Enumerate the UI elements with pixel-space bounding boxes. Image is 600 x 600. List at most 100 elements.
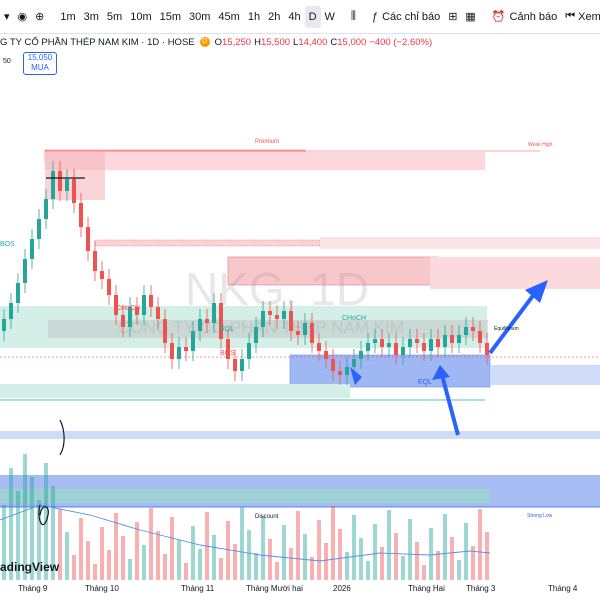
volume-bar — [219, 558, 223, 580]
alert-button[interactable]: ⏰ Cảnh báo — [488, 6, 561, 28]
candle — [2, 319, 6, 331]
interval-30m[interactable]: 30m — [189, 10, 211, 23]
volume-bar — [457, 560, 461, 580]
candle — [485, 343, 489, 355]
arrow-up-left-icon — [350, 367, 362, 385]
interval-1h[interactable]: 1h — [247, 10, 261, 23]
indicators-icon: ƒ — [371, 10, 379, 23]
layout-icon[interactable]: ▦ — [465, 11, 476, 23]
weak-high-label: Weak High — [528, 142, 553, 148]
arrow-up-right-icon — [525, 280, 548, 303]
candle — [44, 199, 48, 219]
supply-zone-far — [430, 257, 600, 289]
volume-bar — [170, 517, 174, 580]
volume-bar — [191, 526, 195, 580]
candle — [93, 251, 97, 271]
indicators-label: Các chỉ báo — [382, 10, 441, 23]
volume-bar — [212, 535, 216, 580]
interval-4h[interactable]: 4h — [288, 10, 301, 23]
replay-icon: ⏮ — [565, 10, 576, 22]
candle — [191, 331, 195, 351]
equilibrium-lower — [0, 384, 350, 398]
interval-1m[interactable]: 1m — [60, 10, 76, 23]
alarm-icon: ⏰ — [491, 11, 506, 23]
candle-style-icon[interactable]: ⫼ — [350, 10, 356, 22]
interval-5m[interactable]: 5m — [106, 10, 123, 23]
candle — [23, 259, 27, 283]
buy-button[interactable]: 15,050 MUA — [23, 52, 57, 75]
interval-group: 1m 3m 5m 10m 15m 30m 45m 1h 2h 4h D W — [56, 5, 339, 28]
candle — [457, 335, 461, 343]
chevron-down-icon[interactable]: ▾ — [4, 11, 10, 23]
volume-bar — [30, 477, 34, 580]
replay-button[interactable]: ⏮ Xem — [561, 6, 600, 28]
candle — [331, 359, 335, 371]
symbol-title[interactable]: G TY CỔ PHẦN THÉP NAM KIM · 1D · HOSE — [0, 36, 195, 48]
candle — [37, 219, 41, 239]
candle — [100, 271, 104, 279]
eql-left-label: EQL — [220, 326, 235, 333]
candle — [359, 351, 363, 359]
interval-3m[interactable]: 3m — [83, 10, 99, 23]
top-toolbar: ▾ ◉ ⊕ 1m 3m 5m 10m 15m 30m 45m 1h 2h 4h D W ⫼ ƒ Các… — [0, 0, 600, 34]
candle — [72, 179, 76, 203]
candle — [226, 339, 230, 359]
candle — [471, 327, 475, 331]
candle — [212, 303, 216, 323]
candle — [142, 295, 146, 315]
candle — [415, 339, 419, 343]
annotation-stroke — [59, 419, 65, 456]
close-value: 15,000 — [337, 36, 367, 48]
arrow-shaft-bottom — [440, 374, 460, 436]
candle — [65, 179, 69, 191]
watermark-company: CÔNG TY CỔ PHẦN THÉP NAM KIM — [118, 318, 404, 337]
candle — [107, 279, 111, 295]
volume-bar — [93, 564, 97, 580]
x-axis-label: Tháng 9 — [18, 584, 48, 593]
interval-10m[interactable]: 10m — [130, 10, 152, 23]
templates-icon[interactable]: ⊞ — [448, 11, 458, 23]
volume-bar — [100, 527, 104, 580]
indicators-button[interactable]: ƒ Các chỉ báo — [368, 6, 444, 28]
volume-bar — [478, 509, 482, 580]
candle — [289, 311, 293, 331]
volume-bar — [156, 531, 160, 580]
arrow-shaft-right — [488, 291, 537, 355]
choch-right-label: CHoCH — [342, 315, 367, 322]
target-icon[interactable]: ◉ — [17, 11, 28, 23]
volume-bar — [184, 563, 188, 580]
interval-45m[interactable]: 45m — [218, 10, 240, 23]
interval-d[interactable]: D — [304, 5, 321, 28]
volume-bar — [254, 553, 258, 580]
candle — [247, 343, 251, 359]
candle — [240, 359, 244, 371]
price-chart[interactable] — [0, 75, 600, 583]
interval-15m[interactable]: 15m — [159, 10, 182, 23]
volume-bar — [380, 547, 384, 580]
candle — [352, 359, 356, 367]
candle — [268, 311, 272, 315]
dividend-badge[interactable]: D — [199, 37, 210, 47]
volume-bar — [422, 565, 426, 580]
volume-bar — [72, 555, 76, 580]
candle — [464, 327, 468, 335]
x-axis-label: Tháng 4 — [548, 584, 578, 593]
volume-bars — [2, 454, 489, 580]
candle — [338, 371, 342, 375]
interval-2h[interactable]: 2h — [268, 10, 281, 23]
volume-bar — [366, 561, 370, 580]
supply-zone-right — [320, 237, 600, 249]
volume-bar — [443, 514, 447, 580]
close-label: C — [330, 36, 338, 48]
candle — [422, 343, 426, 351]
x-axis-label: Tháng 11 — [181, 584, 215, 593]
volume-bar — [275, 562, 279, 580]
candle — [128, 307, 132, 327]
volume-bar — [310, 557, 314, 580]
candle — [261, 311, 265, 327]
add-icon[interactable]: ⊕ — [35, 11, 45, 23]
x-axis-label: Tháng 3 — [466, 584, 496, 593]
volume-bar — [303, 534, 307, 580]
interval-w[interactable]: W — [324, 10, 335, 23]
volume-bar — [149, 508, 153, 580]
